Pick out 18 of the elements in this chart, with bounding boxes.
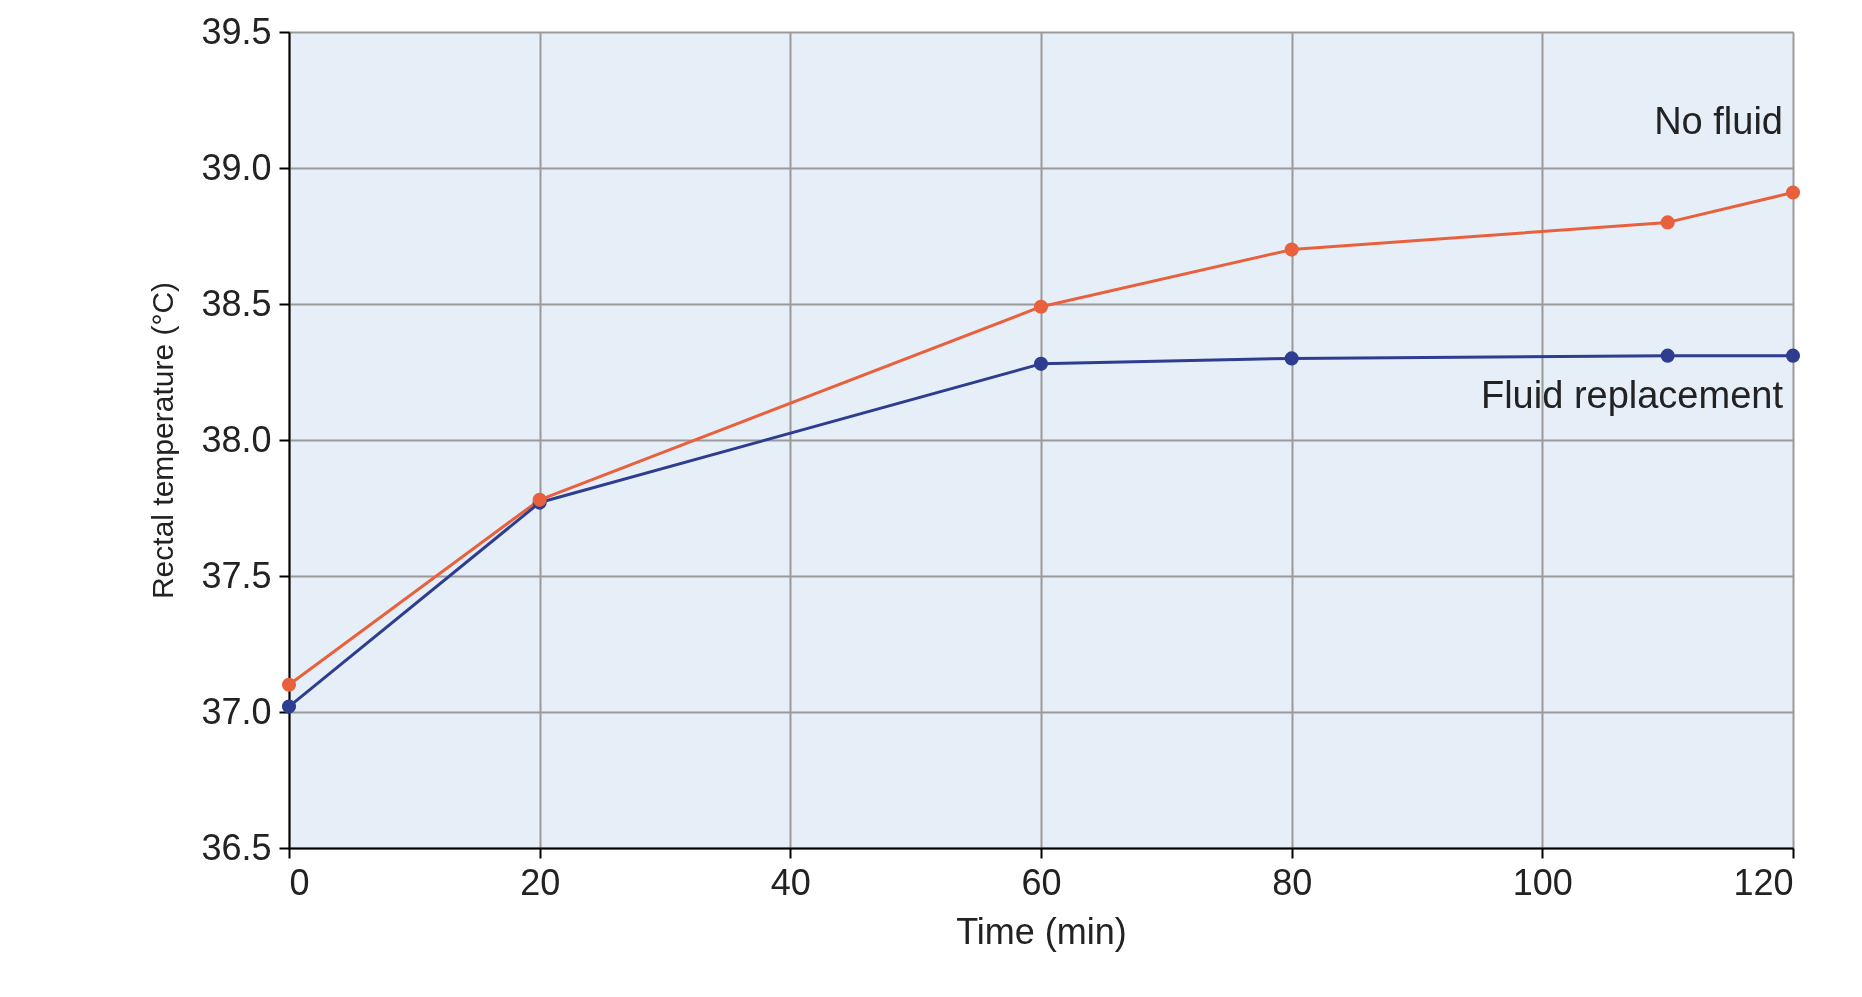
y-tick-label: 39.0 (201, 146, 272, 188)
x-tick-label: 40 (770, 861, 811, 903)
y-tick-label: 38.5 (201, 282, 272, 324)
x-tick-label: 120 (1733, 861, 1794, 903)
y-tick-label: 39.5 (201, 10, 272, 52)
y-axis-title: Rectal temperature (°C) (146, 281, 180, 600)
y-tick-label: 37.0 (201, 690, 272, 732)
x-tick-label: 20 (520, 861, 561, 903)
x-tick-label: 100 (1512, 861, 1573, 903)
series-label: No fluid (1654, 100, 1783, 143)
y-tick-label: 37.5 (201, 554, 272, 596)
x-tick-label: 0 (289, 861, 310, 903)
y-tick-label: 36.5 (201, 826, 272, 868)
x-axis-title: Time (min) (956, 910, 1127, 952)
series-label: Fluid replacement (1480, 373, 1784, 416)
y-tick-label: 38.0 (201, 418, 272, 460)
x-tick-label: 60 (1021, 861, 1062, 903)
x-tick-label: 80 (1272, 861, 1313, 903)
